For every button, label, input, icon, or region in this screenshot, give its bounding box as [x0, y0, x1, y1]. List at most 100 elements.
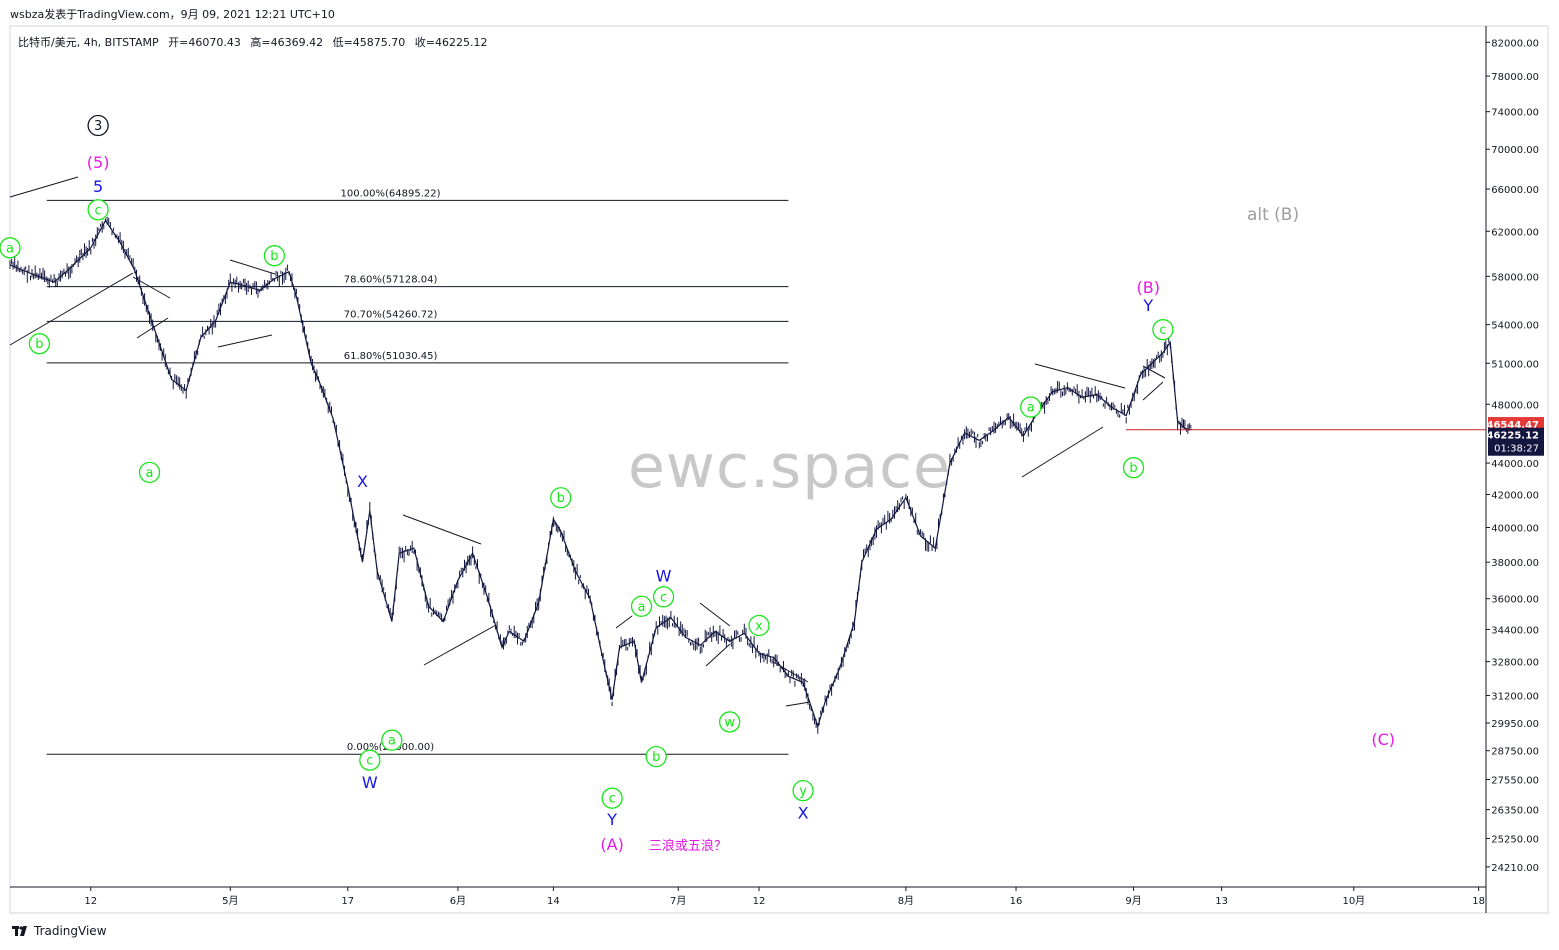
svg-text:三浪或五浪？: 三浪或五浪？ [649, 839, 727, 854]
wave-label: X [798, 803, 809, 822]
y-tick-label: 36000.00 [1491, 595, 1539, 606]
svg-text:alt (B): alt (B) [1247, 205, 1299, 225]
high-value: 高=46369.42 [250, 36, 324, 49]
fib-level-label: 78.60%(57128.04) [344, 275, 438, 286]
svg-text:(C): (C) [1371, 730, 1395, 749]
svg-text:a: a [638, 600, 646, 615]
x-tick-label: 16 [1010, 896, 1023, 907]
time-axis[interactable]: 12 5月 17 6月 14 7月 12 8月 16 9月 13 10月 18 [84, 887, 1485, 907]
y-tick-label: 31200.00 [1491, 691, 1539, 702]
x-tick-label: 17 [341, 896, 354, 907]
y-tick-label: 28750.00 [1491, 747, 1539, 758]
svg-text:W: W [362, 773, 378, 792]
y-tick-label: 66000.00 [1491, 185, 1539, 196]
price-axis[interactable]: 82000.00 78000.00 74000.00 70000.00 66000.00… [1486, 38, 1539, 874]
x-tick-label: 12 [753, 896, 766, 907]
triangle-line [705, 643, 731, 667]
y-tick-label: 25250.00 [1491, 834, 1539, 845]
y-tick-label: 62000.00 [1491, 227, 1539, 238]
wave-label: (B) [1136, 278, 1159, 297]
wave-label: c [87, 199, 109, 221]
svg-text:a: a [1027, 401, 1035, 416]
svg-text:a: a [388, 734, 396, 749]
y-tick-label: 26350.00 [1491, 806, 1539, 817]
svg-text:46544.47: 46544.47 [1486, 420, 1539, 431]
footer-brand[interactable]: TradingView [12, 924, 107, 938]
symbol-name[interactable]: 比特币/美元, 4h, BITSTAMP [18, 36, 159, 49]
svg-text:b: b [1129, 461, 1137, 476]
wave-label: Y [606, 810, 617, 829]
y-tick-label: 32800.00 [1491, 658, 1539, 669]
wave-label: X [357, 472, 368, 491]
price-bars [9, 216, 1192, 734]
trend-line [9, 272, 134, 346]
svg-text:b: b [557, 491, 565, 506]
x-tick-label: 13 [1215, 896, 1228, 907]
svg-text:a: a [6, 241, 14, 256]
y-tick-label: 58000.00 [1491, 272, 1539, 283]
triangle-line [1142, 365, 1166, 379]
wave-label: (5) [87, 153, 110, 172]
chart-pane-border [9, 25, 1549, 914]
triangle-line [615, 615, 633, 629]
y-tick-label: 24210.00 [1491, 863, 1539, 874]
y-tick-label: 74000.00 [1491, 108, 1539, 119]
y-tick-label: 78000.00 [1491, 72, 1539, 83]
svg-text:c: c [366, 754, 373, 769]
y-tick-label: 70000.00 [1491, 145, 1539, 156]
wave-label: c [1152, 319, 1174, 341]
price-series [9, 216, 1193, 734]
wave-label: b [263, 245, 286, 267]
x-tick-label: 9月 [1125, 895, 1141, 907]
y-tick-label: 54000.00 [1491, 321, 1539, 332]
svg-text:y: y [799, 784, 807, 799]
svg-text:b: b [270, 249, 278, 264]
svg-text:c: c [660, 590, 667, 605]
y-tick-label: 51000.00 [1491, 359, 1539, 370]
x-tick-label: 8月 [898, 895, 914, 907]
x-tick-label: 7月 [670, 895, 686, 907]
triangle-line [1142, 381, 1164, 401]
triangle-line [1034, 363, 1126, 389]
wave-label: b [28, 333, 51, 355]
wave-label: (A) [600, 835, 623, 854]
triangle-line [229, 259, 276, 275]
fib-level-label: 100.00%(64895.22) [341, 188, 441, 199]
svg-text:w: w [724, 715, 735, 730]
wave-label: 5 [93, 177, 103, 196]
tradingview-logo-icon [12, 926, 27, 936]
wave-label: a [1020, 396, 1042, 418]
wave-label: b [1122, 457, 1145, 479]
y-tick-label: 44000.00 [1491, 459, 1539, 470]
triangle-line [699, 602, 731, 627]
trend-line [9, 176, 79, 198]
x-tick-label: 18 [1472, 896, 1485, 907]
fib-level-label: 70.70%(54260.72) [344, 309, 438, 320]
y-tick-label: 82000.00 [1491, 38, 1539, 49]
wave-label: (C) [1371, 730, 1395, 749]
svg-text:5: 5 [93, 177, 103, 196]
svg-text:X: X [798, 803, 809, 822]
svg-text:(A): (A) [600, 835, 623, 854]
y-tick-label: 29950.00 [1491, 719, 1539, 730]
y-tick-label: 38000.00 [1491, 558, 1539, 569]
wave-label: c [601, 787, 623, 809]
wave-label: a [630, 595, 653, 617]
wave-label: c [652, 586, 675, 608]
svg-text:b: b [652, 750, 660, 765]
y-tick-label: 42000.00 [1491, 491, 1539, 502]
wave-label: y [792, 780, 814, 802]
wave-label: a [0, 237, 21, 259]
y-tick-label: 27550.00 [1491, 776, 1539, 787]
open-value: 开=46070.43 [168, 36, 241, 49]
triangle-line [132, 276, 171, 299]
wave-label: a [138, 461, 161, 483]
svg-text:Y: Y [1142, 296, 1153, 315]
svg-text:c: c [609, 792, 616, 807]
y-tick-label: 48000.00 [1491, 400, 1539, 411]
svg-text:a: a [146, 466, 154, 481]
x-tick-label: 12 [84, 896, 97, 907]
